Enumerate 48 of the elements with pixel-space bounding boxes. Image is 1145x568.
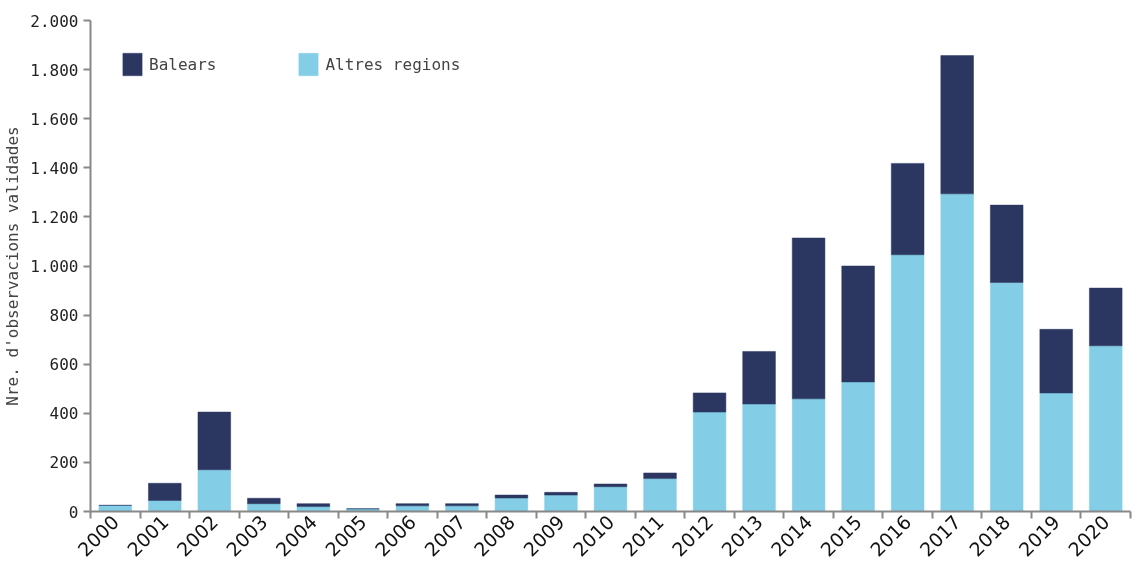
bar xyxy=(990,282,1024,512)
y-tick-label: 0 xyxy=(68,502,79,522)
y-tick-label: 2.000 xyxy=(30,11,79,31)
y-tick-label: 200 xyxy=(49,453,79,473)
bar xyxy=(197,469,231,512)
y-tick-label: 1.800 xyxy=(30,60,79,80)
bar xyxy=(742,403,776,512)
bar xyxy=(841,381,875,512)
y-tick-label: 1.200 xyxy=(30,207,79,227)
bar xyxy=(891,163,925,255)
bar xyxy=(494,494,529,499)
bar xyxy=(1089,345,1123,512)
bar xyxy=(445,503,479,507)
y-tick-label: 400 xyxy=(49,404,79,424)
bar xyxy=(692,392,727,413)
bar xyxy=(1089,287,1123,347)
bar xyxy=(692,411,727,512)
bar xyxy=(891,254,925,512)
bar xyxy=(643,472,677,479)
bar xyxy=(148,483,182,501)
bar xyxy=(148,500,182,512)
bar xyxy=(544,492,578,496)
y-axis-title: Nre. d'observacions validades xyxy=(3,126,23,406)
bar xyxy=(1039,392,1073,512)
y-tick-label: 1.000 xyxy=(30,257,79,276)
bar xyxy=(643,478,677,512)
bar xyxy=(544,494,578,512)
y-tick-label: 1.400 xyxy=(30,158,79,178)
bar xyxy=(296,503,330,507)
bar xyxy=(593,483,628,487)
bar xyxy=(247,497,281,504)
bar xyxy=(990,204,1024,283)
bar xyxy=(395,503,429,507)
bar xyxy=(197,411,231,471)
legend-label: Altres regions xyxy=(325,54,461,74)
bar xyxy=(494,497,529,512)
bar xyxy=(1039,329,1073,394)
bar xyxy=(841,265,875,383)
y-tick-label: 600 xyxy=(49,355,79,375)
bar xyxy=(940,55,974,195)
bar xyxy=(742,351,776,405)
bar xyxy=(792,398,826,512)
bar xyxy=(593,486,628,512)
bar xyxy=(792,237,826,400)
y-tick-label: 1.600 xyxy=(30,109,79,129)
bar xyxy=(940,193,974,512)
legend-label: Balears xyxy=(149,54,217,74)
y-tick-label: 800 xyxy=(49,306,79,326)
